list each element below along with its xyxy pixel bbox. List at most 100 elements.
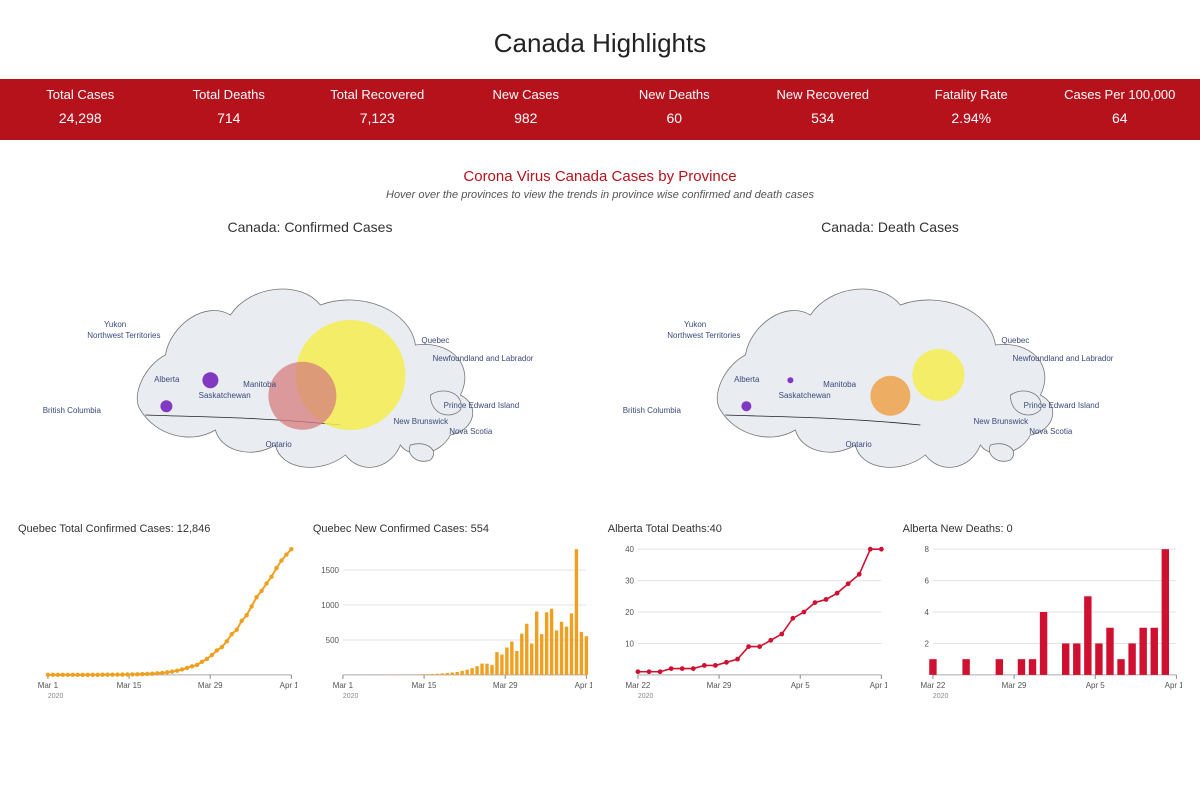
svg-text:Apr 12: Apr 12: [280, 681, 298, 690]
svg-text:Mar 29: Mar 29: [706, 681, 731, 690]
chart-title: Quebec New Confirmed Cases: 554: [313, 523, 592, 537]
stat-fatality-rate: Fatality Rate 2.94%: [897, 87, 1046, 126]
map-confirmed-canvas[interactable]: Yukon Northwest Territories Alberta British…: [32, 245, 589, 505]
map-label-alberta: Alberta: [154, 375, 179, 384]
map-label-new-brunswick: New Brunswick: [974, 417, 1029, 426]
map-label-ontario: Ontario: [265, 440, 291, 449]
svg-text:20: 20: [625, 608, 634, 617]
stat-value: 64: [1046, 110, 1195, 126]
stat-value: 2.94%: [897, 110, 1046, 126]
map-confirmed-title: Canada: Confirmed Cases: [32, 219, 589, 235]
chart-canvas[interactable]: 2468Mar 22Mar 29Apr 5Apr 122020: [903, 543, 1182, 703]
map-label-british-columbia: British Columbia: [43, 406, 101, 415]
stat-label: Total Cases: [6, 87, 155, 102]
svg-text:4: 4: [924, 608, 929, 617]
map-label-quebec: Quebec: [1001, 336, 1029, 345]
svg-text:2020: 2020: [343, 693, 359, 700]
map-confirmed: Canada: Confirmed Cases Yukon Northwest T…: [32, 219, 589, 505]
stat-value: 982: [452, 110, 601, 126]
svg-text:Mar 29: Mar 29: [1001, 681, 1026, 690]
svg-text:500: 500: [326, 636, 340, 645]
map-label-saskatchewan: Saskatchewan: [779, 391, 831, 400]
svg-text:Mar 1: Mar 1: [333, 681, 354, 690]
stat-total-recovered: Total Recovered 7,123: [303, 87, 452, 126]
svg-text:8: 8: [924, 545, 929, 554]
page-title: Canada Highlights: [0, 0, 1200, 79]
stat-new-cases: New Cases 982: [452, 87, 601, 126]
stat-label: Total Deaths: [155, 87, 304, 102]
map-deaths: Canada: Death Cases Yukon Northwest Terri…: [612, 219, 1169, 505]
map-label-new-brunswick: New Brunswick: [394, 417, 449, 426]
svg-text:2020: 2020: [48, 693, 64, 700]
bubble-quebec[interactable]: [912, 349, 964, 401]
svg-text:30: 30: [625, 577, 634, 586]
stat-label: Fatality Rate: [897, 87, 1046, 102]
section-title: Corona Virus Canada Cases by Province: [0, 168, 1200, 185]
map-label-manitoba: Manitoba: [243, 380, 276, 389]
svg-text:2: 2: [924, 639, 929, 648]
map-label-british-columbia: British Columbia: [623, 406, 681, 415]
bubble-british columbia[interactable]: [160, 400, 172, 412]
maps-row: Canada: Confirmed Cases Yukon Northwest T…: [0, 219, 1200, 505]
stat-value: 7,123: [303, 110, 452, 126]
map-label-northwest-territories: Northwest Territories: [87, 331, 160, 340]
map-label-prince-edward-island: Prince Edward Island: [444, 401, 520, 410]
map-label-nova-scotia: Nova Scotia: [1029, 427, 1072, 436]
map-label-nova-scotia: Nova Scotia: [449, 427, 492, 436]
stat-label: New Cases: [452, 87, 601, 102]
svg-text:40: 40: [625, 545, 634, 554]
svg-text:Mar 22: Mar 22: [625, 681, 650, 690]
stat-total-cases: Total Cases 24,298: [6, 87, 155, 126]
section-subtitle: Hover over the provinces to view the tre…: [0, 189, 1200, 201]
map-label-alberta: Alberta: [734, 375, 759, 384]
svg-text:Mar 29: Mar 29: [493, 681, 518, 690]
stat-new-recovered: New Recovered 534: [749, 87, 898, 126]
bubble-ontario[interactable]: [268, 362, 336, 430]
bubble-alberta[interactable]: [787, 377, 793, 383]
chart-0: Quebec Total Confirmed Cases: 12,846Mar …: [18, 523, 297, 703]
stat-total-deaths: Total Deaths 714: [155, 87, 304, 126]
chart-title: Alberta New Deaths: 0: [903, 523, 1182, 537]
chart-3: Alberta New Deaths: 0 2 4 6 8 Mar 22 Mar 29 Apr…: [903, 523, 1182, 703]
chart-canvas[interactable]: 50010001500Mar 1Mar 15Mar 29Apr 122020: [313, 543, 592, 703]
svg-text:Apr 12: Apr 12: [869, 681, 887, 690]
stat-label: New Deaths: [600, 87, 749, 102]
stat-value: 24,298: [6, 110, 155, 126]
map-label-yukon: Yukon: [104, 320, 126, 329]
svg-text:Apr 12: Apr 12: [1164, 681, 1182, 690]
map-label-northwest-territories: Northwest Territories: [667, 331, 740, 340]
bubble-british columbia[interactable]: [741, 401, 751, 411]
svg-text:2020: 2020: [638, 693, 654, 700]
map-label-yukon: Yukon: [684, 320, 706, 329]
map-deaths-title: Canada: Death Cases: [612, 219, 1169, 235]
svg-text:Mar 1: Mar 1: [38, 681, 59, 690]
svg-text:Mar 22: Mar 22: [920, 681, 945, 690]
bubble-alberta[interactable]: [202, 372, 218, 388]
map-label-manitoba: Manitoba: [823, 380, 856, 389]
svg-text:10: 10: [625, 639, 634, 648]
stat-new-deaths: New Deaths 60: [600, 87, 749, 126]
map-label-saskatchewan: Saskatchewan: [199, 391, 251, 400]
chart-canvas[interactable]: Mar 1Mar 15Mar 29Apr 122020: [18, 543, 297, 703]
map-label-ontario: Ontario: [845, 440, 871, 449]
svg-text:Mar 15: Mar 15: [412, 681, 437, 690]
map-deaths-canvas[interactable]: Yukon Northwest Territories Alberta British…: [612, 245, 1169, 505]
chart-title: Alberta Total Deaths:40: [608, 523, 887, 537]
svg-text:1500: 1500: [321, 566, 339, 575]
stat-value: 60: [600, 110, 749, 126]
map-label-newfoundland-and-labrador: Newfoundland and Labrador: [432, 354, 533, 363]
map-label-prince-edward-island: Prince Edward Island: [1024, 401, 1100, 410]
bubble-ontario[interactable]: [870, 376, 910, 416]
svg-text:1000: 1000: [321, 601, 339, 610]
map-label-newfoundland-and-labrador: Newfoundland and Labrador: [1012, 354, 1113, 363]
svg-text:Apr 5: Apr 5: [790, 681, 810, 690]
chart-2: Alberta Total Deaths:40 10 20 30 40 Mar 22 Mar…: [608, 523, 887, 703]
stat-label: Cases Per 100,000: [1046, 87, 1195, 102]
stat-label: Total Recovered: [303, 87, 452, 102]
svg-text:Apr 5: Apr 5: [1085, 681, 1105, 690]
svg-text:6: 6: [924, 577, 929, 586]
svg-text:Mar 15: Mar 15: [117, 681, 142, 690]
stat-value: 534: [749, 110, 898, 126]
chart-canvas[interactable]: 10 20 30 40 Mar 22 Mar 29 Apr 5 Apr 12 2020: [608, 543, 887, 703]
chart-1: Quebec New Confirmed Cases: 554 500 1000 15…: [313, 523, 592, 703]
